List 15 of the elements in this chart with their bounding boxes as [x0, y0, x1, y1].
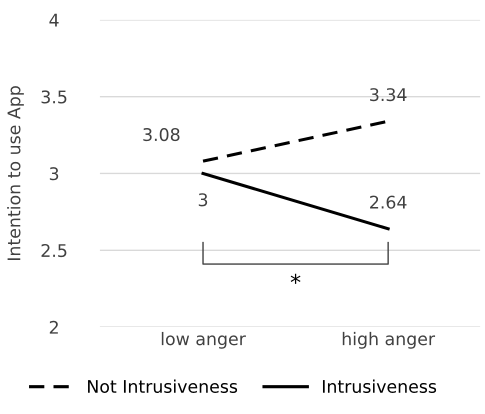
x-tick-label: high anger: [342, 332, 436, 349]
legend-label: Not Intrusiveness: [88, 380, 238, 393]
data-label: 2.64: [370, 196, 406, 209]
y-tick-label: 4: [49, 14, 59, 26]
y-tick-label: 2.5: [42, 244, 66, 258]
y-tick-label: 2: [50, 320, 58, 334]
y-axis-title: Intention to use App: [7, 86, 24, 260]
legend-label: Intrusiveness: [322, 380, 436, 393]
x-tick-label: low anger: [162, 332, 246, 349]
y-tick-label: 3: [50, 167, 58, 180]
y-tick-label: 3.5: [42, 90, 66, 104]
data-label: 3.08: [143, 128, 180, 142]
data-label: 3.34: [370, 88, 406, 102]
annotation: *: [290, 274, 300, 284]
data-label: 3: [198, 193, 208, 206]
